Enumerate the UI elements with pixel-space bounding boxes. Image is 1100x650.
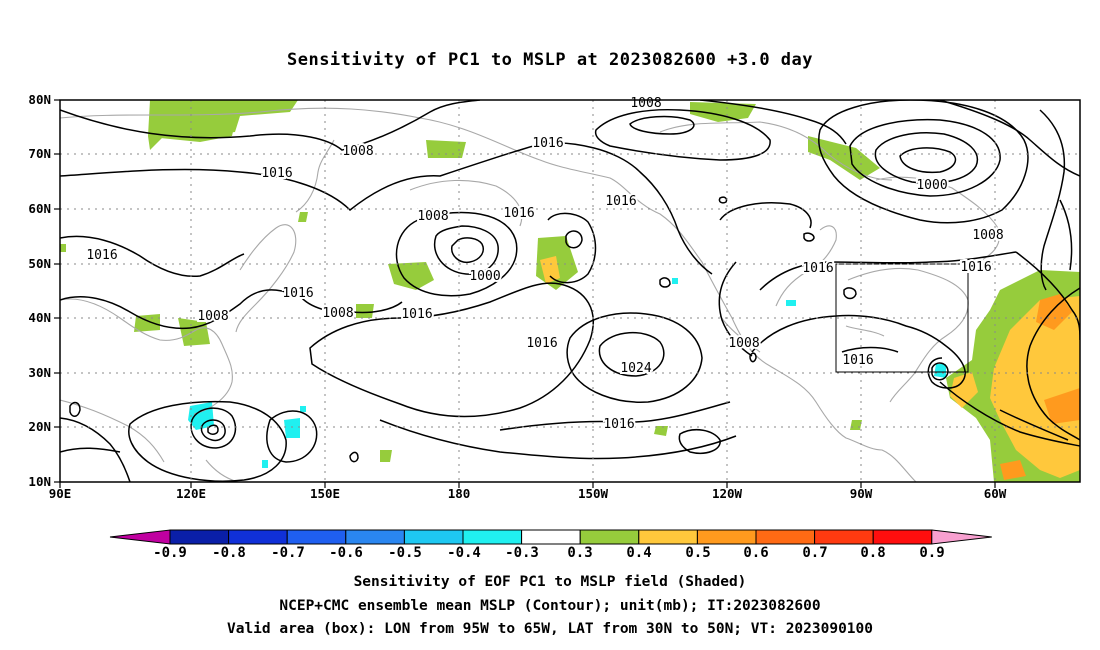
- colorbar-label: 0.5: [685, 545, 710, 561]
- lat-tick-label: 70N: [28, 146, 51, 161]
- caption-line-3: Valid area (box): LON from 95W to 65W, L…: [226, 621, 873, 637]
- contour-label: 1024: [620, 361, 651, 376]
- lat-tick-label: 80N: [28, 92, 51, 107]
- sensitivity-shading: [60, 100, 1080, 482]
- colorbar-label: 0.8: [860, 545, 885, 561]
- contour-label: 1016: [86, 248, 117, 263]
- colorbar-arrow-high: [931, 529, 992, 545]
- contour-label: 1016: [503, 206, 534, 221]
- axis-ticks: [54, 99, 996, 488]
- contour-label: 1008: [197, 309, 228, 324]
- colorbar-cell: [638, 529, 698, 545]
- colorbar-label: 0.9: [919, 545, 944, 561]
- colorbar-cell: [579, 529, 640, 545]
- lon-tick-label: 60W: [984, 486, 1007, 501]
- negative-shading-0.3: [188, 278, 946, 468]
- contour-label: 1008: [630, 96, 661, 111]
- colorbar-label: -0.8: [212, 545, 246, 561]
- contour-label: 1008: [322, 306, 353, 321]
- map-title: Sensitivity of PC1 to MSLP at 2023082600…: [286, 50, 813, 70]
- grid-lines: [60, 100, 1080, 482]
- colorbar-cell: [462, 529, 523, 545]
- contour-label: 1016: [605, 194, 636, 209]
- colorbar-cell: [228, 529, 288, 545]
- mslp-contours: [60, 100, 1080, 482]
- lat-tick-label: 50N: [28, 256, 51, 271]
- colorbar-cell: [755, 529, 816, 545]
- colorbar-label: -0.9: [153, 545, 187, 561]
- contour-label: 1016: [401, 307, 432, 322]
- colorbar-cell: [403, 529, 464, 545]
- contour-label: 1016: [960, 260, 991, 275]
- lon-tick-label: 150E: [310, 486, 340, 501]
- colorbar-label: 0.6: [743, 545, 768, 561]
- colorbar: -0.9 -0.8 -0.7 -0.6 -0.5 -0.4 -0.3 0.3 0…: [109, 529, 992, 561]
- coastlines: [60, 107, 1000, 482]
- contour-label: 1016: [802, 261, 833, 276]
- lat-tick-label: 30N: [28, 365, 51, 380]
- colorbar-cell: [696, 529, 757, 545]
- lon-tick-label: 120E: [176, 486, 206, 501]
- contour-label: 1016: [842, 353, 873, 368]
- colorbar-label: -0.3: [505, 545, 539, 561]
- lon-tick-label: 90E: [49, 486, 72, 501]
- contour-label: 1000: [916, 178, 947, 193]
- positive-shading-0.4: [540, 256, 1080, 478]
- contour-label: 1008: [342, 144, 373, 159]
- colorbar-label: 0.4: [626, 545, 651, 561]
- caption-line-1: Sensitivity of EOF PC1 to MSLP field (Sh…: [353, 574, 747, 590]
- colorbar-cell: [814, 529, 874, 545]
- colorbar-cell: [872, 529, 933, 545]
- lat-tick-labels: 80N 70N 60N 50N 40N 30N 20N 10N: [28, 92, 51, 489]
- lat-tick-label: 60N: [28, 201, 51, 216]
- contour-label: 1016: [526, 336, 557, 351]
- lon-tick-label: 120W: [712, 486, 743, 501]
- plot-frame: [59, 99, 1081, 483]
- colorbar-cells: [109, 529, 992, 545]
- colorbar-label: -0.7: [271, 545, 305, 561]
- contour-label: 1008: [972, 228, 1003, 243]
- positive-shading-0.5: [1000, 294, 1080, 480]
- lat-tick-label: 20N: [28, 419, 51, 434]
- lon-tick-label: 150W: [578, 486, 609, 501]
- caption-line-2: NCEP+CMC ensemble mean MSLP (Contour); u…: [279, 598, 821, 614]
- colorbar-label: -0.6: [329, 545, 363, 561]
- lat-tick-label: 40N: [28, 310, 51, 325]
- colorbar-label: 0.7: [802, 545, 827, 561]
- lon-tick-label: 180: [448, 486, 471, 501]
- contour-labels: 1008 1016 1016 1016 1016 1000 1008 1016 …: [84, 94, 1005, 434]
- colorbar-cell: [169, 529, 230, 545]
- contour-label: 1016: [261, 166, 292, 181]
- contour-label: 1008: [728, 336, 759, 351]
- lat-tick-label: 10N: [28, 474, 51, 489]
- lon-tick-label: 90W: [850, 486, 873, 501]
- contour-label: 1008: [417, 209, 448, 224]
- colorbar-cell: [521, 529, 581, 545]
- contour-label: 1016: [603, 417, 634, 432]
- contour-label: 1016: [532, 136, 563, 151]
- contour-label: 1016: [282, 286, 313, 301]
- colorbar-label: -0.4: [447, 545, 481, 561]
- colorbar-cell: [345, 529, 405, 545]
- colorbar-cell: [286, 529, 347, 545]
- colorbar-label: 0.3: [567, 545, 592, 561]
- colorbar-arrow-low: [109, 529, 171, 545]
- contour-label: 1000: [469, 269, 500, 284]
- colorbar-label: -0.5: [388, 545, 422, 561]
- colorbar-labels: -0.9 -0.8 -0.7 -0.6 -0.5 -0.4 -0.3 0.3 0…: [153, 545, 945, 561]
- lon-tick-labels: 90E 120E 150E 180 150W 120W 90W 60W: [49, 486, 1007, 501]
